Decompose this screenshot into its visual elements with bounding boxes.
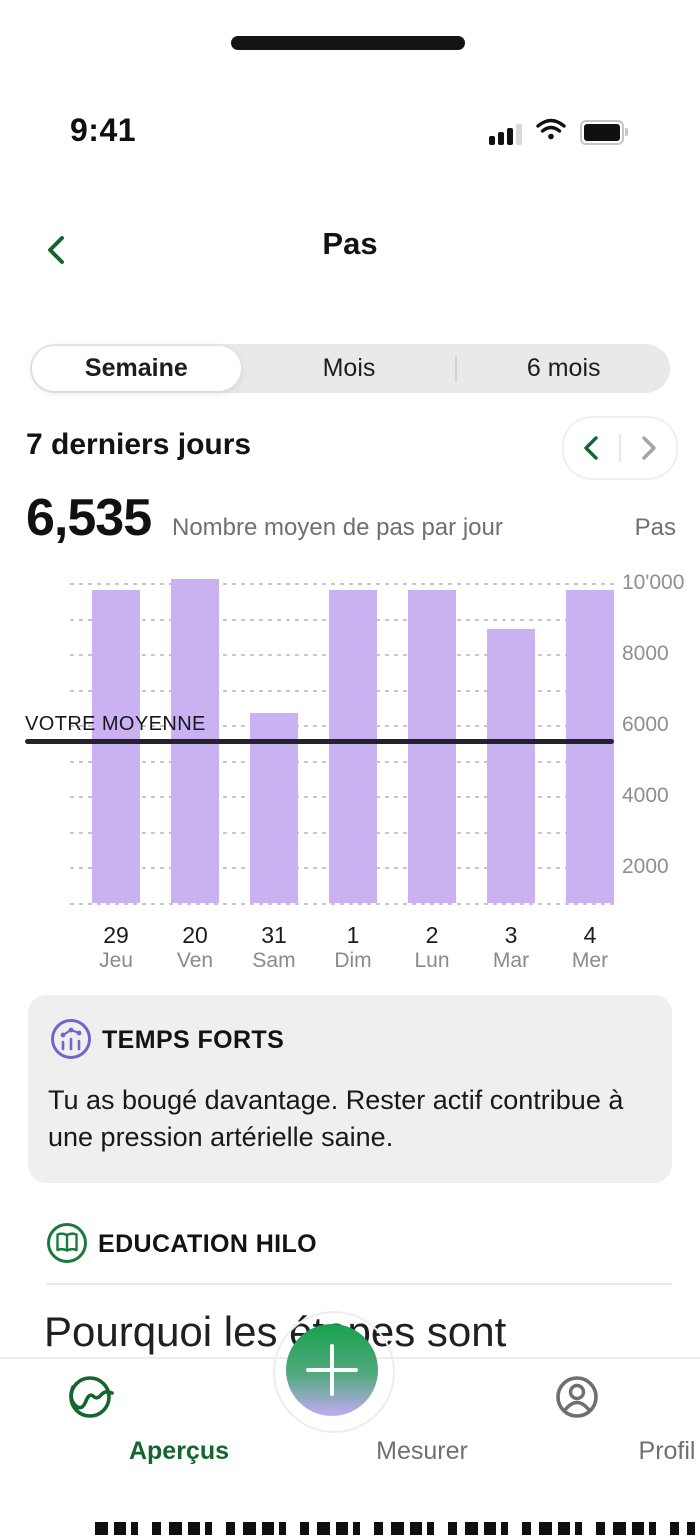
x-axis-day-label: 29 [103, 922, 129, 948]
status-time: 9:41 [70, 112, 137, 148]
average-line-label: VOTRE MOYENNE [25, 713, 206, 736]
nav-label: Aperçus [128, 1437, 230, 1465]
chart-bar[interactable] [566, 590, 614, 903]
chevron-left-icon [48, 236, 64, 264]
x-axis-day-label: 3 [504, 922, 518, 948]
y-axis-tick-label: 10'000 [622, 571, 685, 594]
average-line [25, 739, 614, 745]
x-axis-weekday-label: Dim [334, 949, 372, 972]
chevron-right-icon [642, 436, 656, 460]
steps-unit-label: Pas [634, 514, 676, 541]
open-book-icon [46, 1222, 88, 1264]
nav-label: Profil [638, 1437, 696, 1465]
x-axis-day-label: 1 [346, 922, 360, 948]
nav-label: Mesurer [376, 1437, 468, 1465]
cellular-signal-icon [489, 123, 522, 145]
highlights-card [28, 995, 672, 1183]
profile-icon [549, 1371, 605, 1427]
speaker-bar [231, 36, 465, 50]
x-axis-day-label: 31 [261, 922, 287, 948]
y-axis-tick-label: 8000 [622, 642, 669, 666]
tab-mois[interactable]: Mois [322, 354, 376, 382]
previous-period-button[interactable] [571, 426, 611, 470]
chart-bar[interactable] [250, 712, 298, 903]
x-axis-weekday-label: Jeu [99, 949, 133, 972]
chart-bar[interactable] [487, 629, 535, 903]
section-divider [46, 1283, 672, 1285]
battery-icon [580, 120, 628, 145]
chart-gridline [70, 583, 614, 585]
x-axis-weekday-label: Mer [571, 949, 609, 972]
y-axis-tick-label: 4000 [622, 784, 669, 808]
chart-bar[interactable] [329, 590, 377, 903]
time-range-segmented-control: Semaine Mois 6 mois [30, 344, 670, 393]
tab-semaine[interactable]: Semaine [32, 346, 241, 391]
page-title: Pas [322, 226, 378, 261]
x-axis-day-label: 2 [425, 922, 439, 948]
chevron-left-icon [584, 436, 598, 460]
nav-item-apercus[interactable]: Aperçus [0, 1359, 229, 1479]
x-axis-weekday-label: Ven [176, 949, 214, 972]
chart-bar[interactable] [408, 590, 456, 903]
highlights-title: TEMPS FORTS [102, 1026, 285, 1054]
x-axis-weekday-label: Lun [414, 949, 450, 972]
period-label: 7 derniers jours [26, 428, 252, 461]
x-axis-day-label: 20 [182, 922, 208, 948]
x-axis-weekday-label: Mar [492, 949, 530, 972]
highlights-body: Tu as bougé davantage. Rester actif cont… [48, 1085, 624, 1152]
y-axis-tick-label: 2000 [622, 855, 669, 879]
tab-6-mois[interactable]: 6 mois [526, 354, 601, 382]
next-period-button[interactable] [629, 426, 669, 470]
segment-divider [455, 355, 458, 382]
education-article-headline[interactable]: Pourquoi les étapes sont [44, 1308, 507, 1355]
x-axis-day-label: 4 [583, 922, 597, 948]
chart-bar[interactable] [92, 590, 140, 903]
clipped-scrolled-text [95, 1522, 695, 1535]
average-steps-value: 6,535 [26, 489, 152, 547]
chart-gridline [70, 903, 614, 905]
steps-bar-chart: 10'000 8000 6000 4000 2000 29 Jeu 20 Ven 31 Sam 1 Di… [0, 571, 700, 975]
pager-divider [619, 434, 621, 462]
plus-icon [306, 1368, 358, 1372]
education-title: EDUCATION HILO [98, 1230, 318, 1258]
wifi-icon [536, 118, 566, 145]
mini-chart-icon [50, 1018, 92, 1060]
average-steps-description: Nombre moyen de pas par jour [172, 514, 503, 541]
hilo-logo-icon [61, 1371, 117, 1427]
status-icons [489, 118, 628, 145]
measure-fab-button[interactable] [286, 1324, 378, 1416]
nav-item-profil[interactable]: Profil [487, 1359, 695, 1479]
x-axis-weekday-label: Sam [252, 949, 296, 972]
y-axis-tick-label: 6000 [622, 713, 669, 737]
back-button[interactable] [34, 228, 78, 272]
period-pager [562, 416, 678, 480]
nav-item-mesurer[interactable]: Mesurer [242, 1359, 468, 1479]
